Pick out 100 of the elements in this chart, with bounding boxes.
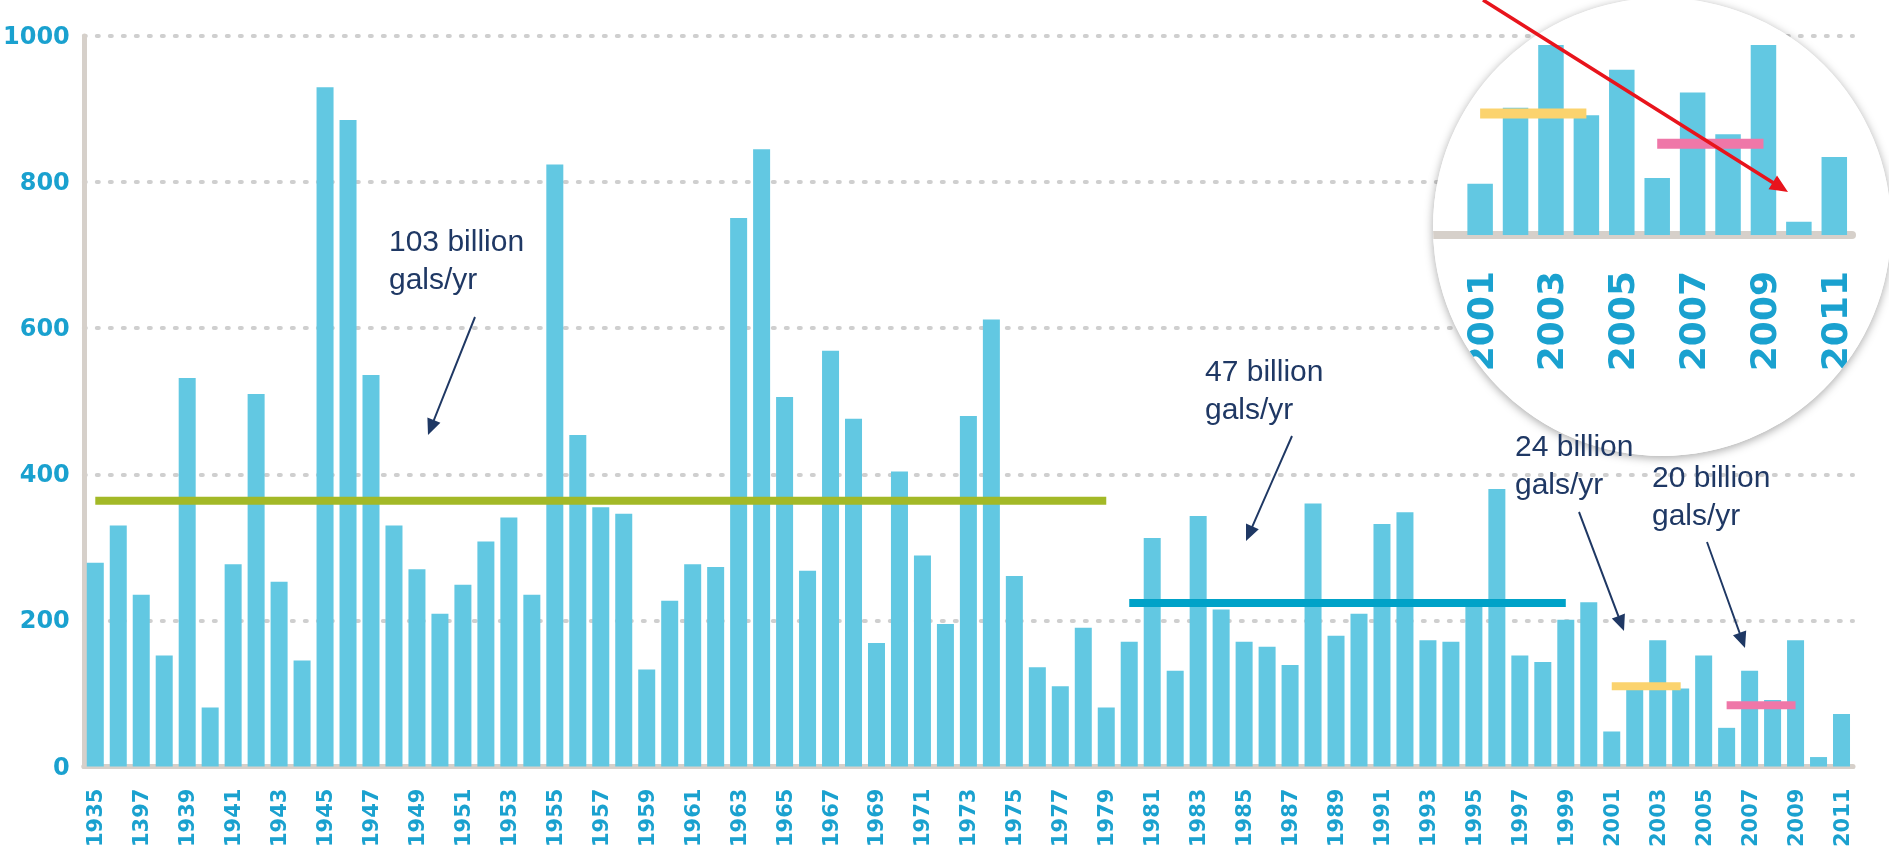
- bar: [753, 149, 771, 767]
- bar: [592, 507, 610, 767]
- bar: [1557, 619, 1575, 767]
- x-tick-label: 1983: [1186, 788, 1211, 848]
- bar: [385, 525, 403, 767]
- bar: [1626, 688, 1644, 767]
- bar: [1419, 640, 1437, 767]
- x-tick-label: 1973: [956, 788, 981, 848]
- bar: [1787, 640, 1805, 767]
- x-tick-label: 1953: [496, 788, 521, 848]
- bar: [1695, 655, 1713, 767]
- bar: [1143, 537, 1161, 767]
- bar: [1603, 731, 1621, 767]
- x-tick-label: 1987: [1278, 788, 1303, 848]
- bar: [109, 525, 127, 767]
- bar: [1051, 686, 1069, 767]
- bar: [1258, 646, 1276, 767]
- x-tick-label: 1969: [864, 788, 889, 848]
- bar: [890, 471, 908, 767]
- x-tick-label: 1985: [1232, 788, 1257, 848]
- x-tick-label: 2011: [1813, 271, 1855, 372]
- bar: [707, 567, 725, 767]
- bar: [86, 562, 104, 767]
- x-tick-label: 1397: [129, 788, 154, 848]
- annotation: 103 billion gals/yr: [389, 223, 526, 297]
- bar: [523, 594, 541, 767]
- x-tick-label: 1959: [634, 788, 659, 848]
- x-tick-label: 1951: [450, 788, 475, 848]
- bar: [201, 707, 219, 767]
- bar: [1235, 641, 1253, 767]
- bar: [178, 377, 196, 767]
- bar: [1488, 488, 1506, 767]
- annotation: 20 billion gals/yr: [1652, 459, 1772, 533]
- x-tick-label: 2003: [1645, 788, 1670, 848]
- bar: [1166, 670, 1184, 767]
- bar: [1833, 713, 1851, 767]
- x-tick-label: 1991: [1369, 788, 1394, 848]
- y-tick-label: 800: [19, 168, 70, 197]
- bar: [1465, 606, 1483, 767]
- bar: [1672, 688, 1690, 767]
- bar: [1005, 575, 1023, 767]
- x-tick-label: 2005: [1601, 271, 1643, 372]
- bar: [293, 660, 311, 767]
- bar: [270, 581, 288, 767]
- bar: [316, 87, 334, 767]
- bar: [867, 643, 885, 767]
- x-tick-label: 1981: [1140, 788, 1165, 848]
- bar: [155, 655, 173, 767]
- x-tick-label: 1989: [1324, 788, 1349, 848]
- bar: [661, 600, 679, 767]
- x-tick-label: 1975: [1002, 788, 1027, 848]
- bar: [913, 555, 931, 767]
- x-tick-label: 1945: [313, 788, 338, 848]
- bar: [1442, 641, 1460, 767]
- bar: [776, 396, 794, 767]
- bar: [1074, 627, 1092, 767]
- x-tick-label: 1963: [726, 788, 751, 848]
- x-tick-label: 2009: [1783, 788, 1808, 848]
- bar: [845, 418, 863, 767]
- bar: [1821, 157, 1848, 235]
- bar: [1786, 221, 1812, 235]
- bar: [1028, 667, 1046, 767]
- bar: [936, 624, 954, 767]
- x-tick-label: 1997: [1507, 788, 1532, 848]
- x-tick-label: 1935: [83, 788, 108, 848]
- x-tick-label: 2001: [1599, 788, 1624, 848]
- bar: [1327, 635, 1345, 767]
- bar: [247, 393, 265, 767]
- y-tick-label: 1000: [3, 22, 70, 50]
- annotation: 47 billion gals/yr: [1205, 353, 1325, 427]
- bar: [132, 594, 150, 767]
- bar: [1741, 670, 1759, 767]
- bar: [1281, 665, 1299, 767]
- x-tick-label: 1995: [1461, 788, 1486, 848]
- bar: [1538, 45, 1564, 235]
- bar: [1373, 524, 1391, 767]
- bar: [546, 164, 564, 767]
- bar: [1350, 613, 1368, 767]
- bar: [408, 569, 426, 767]
- bar: [1718, 727, 1736, 767]
- bar: [1573, 115, 1600, 235]
- bar: [638, 669, 656, 767]
- x-tick-label: 1977: [1048, 788, 1073, 848]
- x-tick-label: 1955: [542, 788, 567, 848]
- x-tick-label: 1961: [680, 788, 705, 848]
- bar: [822, 350, 840, 767]
- x-tick-label: 1957: [588, 788, 613, 848]
- x-tick-label: 1965: [772, 788, 797, 848]
- x-tick-label: 2009: [1742, 271, 1784, 372]
- x-tick-label: 2007: [1672, 271, 1714, 372]
- x-tick-label: 1999: [1553, 788, 1578, 848]
- bar: [982, 319, 1000, 767]
- bar: [1097, 707, 1115, 767]
- x-tick-label: 1939: [175, 788, 200, 848]
- bar: [362, 374, 380, 767]
- bar: [1750, 45, 1777, 235]
- bar: [454, 584, 472, 767]
- annotation: 24 billion gals/yr: [1515, 429, 1634, 500]
- x-tick-label: 1971: [910, 788, 935, 848]
- x-tick-label: 2011: [1829, 788, 1854, 848]
